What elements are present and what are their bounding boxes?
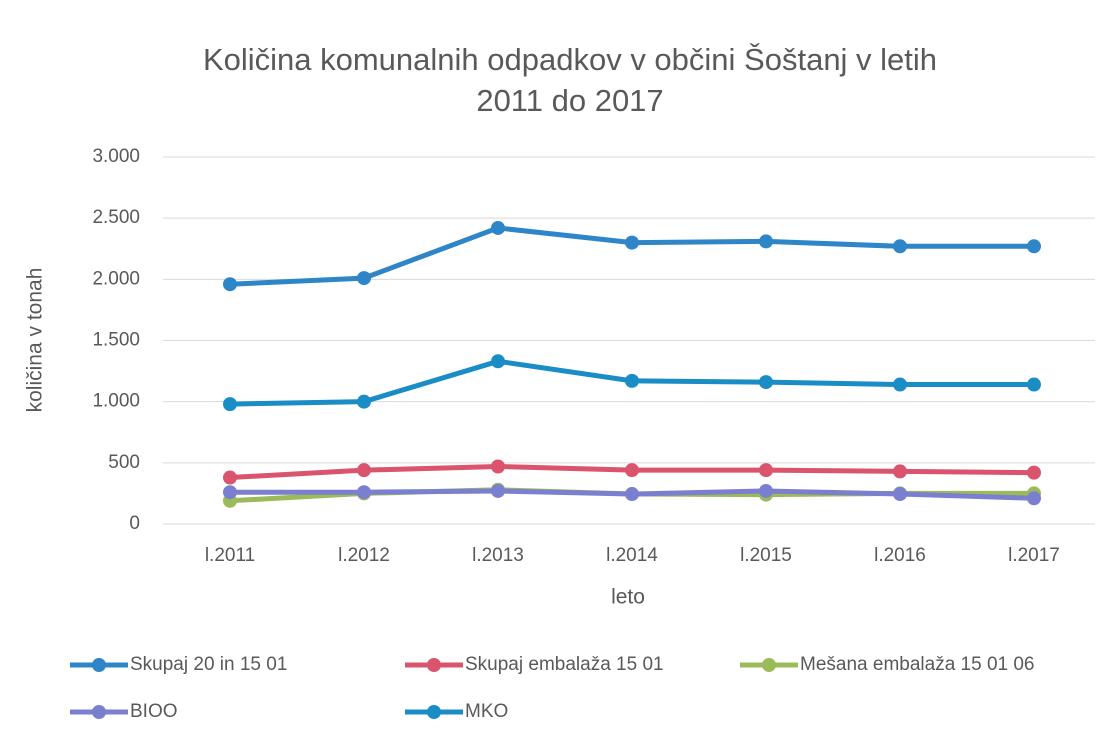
data-point	[759, 375, 773, 390]
y-tick-label: 500	[108, 452, 140, 473]
data-point	[893, 464, 907, 479]
data-point	[759, 483, 773, 498]
legend-marker	[92, 705, 106, 719]
x-tick-label: l.2014	[606, 545, 658, 566]
x-tick-label: l.2017	[1008, 545, 1060, 566]
data-point	[491, 483, 505, 498]
data-point	[759, 234, 773, 249]
legend-marker	[762, 658, 776, 672]
legend-marker	[427, 705, 441, 719]
data-point	[357, 485, 371, 500]
data-point	[223, 485, 237, 500]
data-point	[759, 463, 773, 478]
data-point	[893, 239, 907, 254]
legend-label: MKO	[465, 701, 508, 722]
legend-marker	[92, 658, 106, 672]
y-tick-label: 3.000	[92, 146, 140, 167]
data-point	[1027, 239, 1041, 254]
data-point	[1027, 465, 1041, 480]
y-tick-label: 1.500	[92, 330, 140, 351]
data-point	[491, 220, 505, 235]
x-axis-label: leto	[611, 586, 645, 609]
legend-label: Mešana embalaža 15 01 06	[800, 654, 1035, 675]
data-point	[357, 271, 371, 286]
data-point	[357, 463, 371, 478]
y-tick-label: 2.500	[92, 207, 140, 228]
data-point	[893, 377, 907, 392]
data-point	[223, 470, 237, 485]
x-tick-label: l.2011	[205, 545, 255, 566]
data-point	[1027, 377, 1041, 392]
data-point	[625, 235, 639, 250]
data-point	[893, 487, 907, 502]
data-point	[491, 354, 505, 369]
y-tick-label: 1.000	[92, 391, 140, 412]
chart-subtitle: 2011 do 2017	[476, 83, 663, 118]
legend-label: Skupaj 20 in 15 01	[130, 654, 287, 675]
y-tick-label: 0	[129, 513, 140, 534]
data-point	[625, 487, 639, 502]
legend-label: Skupaj embalaža 15 01	[465, 654, 664, 675]
y-tick-label: 2.000	[92, 268, 140, 289]
data-point	[1027, 491, 1041, 506]
data-point	[357, 394, 371, 409]
data-point	[491, 459, 505, 474]
x-tick-label: l.2016	[874, 545, 926, 566]
data-point	[223, 277, 237, 292]
legend-marker	[427, 658, 441, 672]
data-point	[223, 397, 237, 412]
chart-title: Količina komunalnih odpadkov v občini Šo…	[203, 42, 937, 77]
x-tick-label: l.2012	[338, 545, 390, 566]
legend-label: BIOO	[130, 701, 178, 722]
data-point	[625, 463, 639, 478]
data-point	[625, 373, 639, 388]
x-tick-label: l.2015	[740, 545, 792, 566]
y-axis-label: količina v tonah	[24, 268, 47, 413]
x-tick-label: l.2013	[472, 545, 524, 566]
